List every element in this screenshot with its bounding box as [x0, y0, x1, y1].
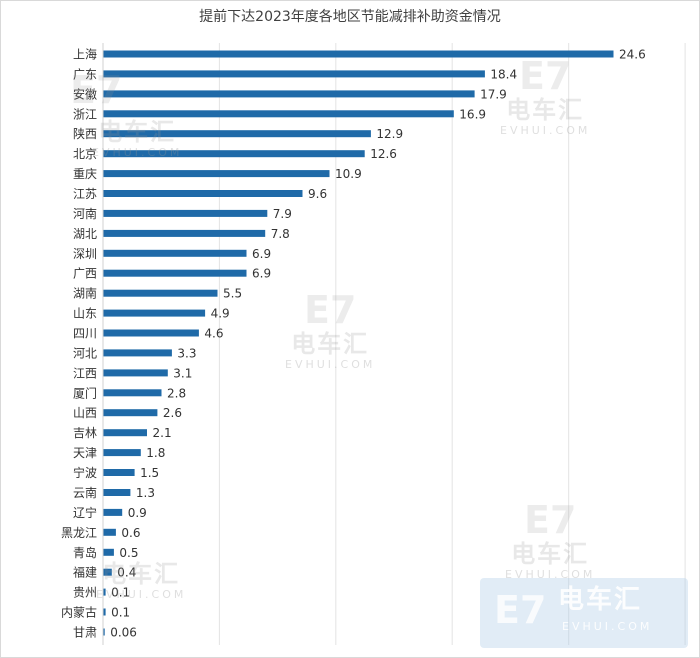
category-label: 广西: [73, 267, 97, 281]
category-label: 辽宁: [73, 505, 97, 520]
bar: [103, 489, 131, 496]
bar: [103, 289, 218, 297]
data-label: 2.6: [163, 406, 182, 420]
data-label: 0.4: [117, 566, 136, 580]
data-label: 7.9: [273, 207, 292, 221]
data-label: 0.06: [110, 626, 137, 640]
watermark-name: 电车汇: [558, 585, 643, 615]
data-label: 17.9: [480, 87, 507, 101]
category-label: 陕西: [73, 126, 97, 141]
data-label: 0.1: [111, 606, 130, 620]
category-label: 贵州: [73, 586, 97, 600]
data-label: 0.6: [121, 526, 140, 540]
bar: [103, 329, 199, 337]
bar: [103, 269, 247, 277]
data-label: 0.9: [128, 506, 147, 520]
watermark-logo-icon: E7: [494, 588, 547, 632]
data-label: 1.8: [146, 446, 165, 460]
bar: [103, 628, 105, 636]
category-label: 广东: [73, 67, 97, 81]
bar: [103, 548, 114, 556]
data-label: 5.5: [223, 287, 242, 301]
data-label: 1.5: [140, 466, 159, 480]
bar: [103, 249, 247, 257]
category-label: 厦门: [73, 385, 97, 400]
data-label: 4.9: [211, 307, 230, 321]
category-label: 河南: [73, 206, 97, 221]
watermark-domain: EVHUI.COM: [562, 620, 653, 633]
category-label: 安徽: [73, 86, 97, 101]
bar: [103, 209, 268, 217]
chart-title: 提前下达2023年度各地区节能减排补助资金情况: [199, 9, 501, 25]
data-label: 1.3: [136, 486, 155, 500]
category-label: 福建: [73, 565, 97, 580]
bar: [103, 229, 266, 237]
bar: [103, 309, 206, 317]
category-label: 内蒙古: [61, 605, 97, 620]
bar: [103, 110, 454, 118]
bar: [103, 150, 365, 158]
data-label: 24.6: [619, 48, 646, 62]
data-label: 6.9: [252, 267, 271, 281]
category-label: 云南: [73, 485, 97, 500]
bar: [103, 170, 330, 178]
category-label: 天津: [73, 446, 97, 460]
category-label: 四川: [73, 327, 97, 341]
bar: [103, 449, 141, 457]
bars: 上海 24.6 广东 18.4 安徽 17.9 浙江 16.9 陕西 12.9 北京 12.6 重庆 10…: [61, 47, 646, 640]
data-label: 0.1: [111, 586, 130, 600]
bar: [103, 568, 112, 576]
category-label: 甘肃: [73, 626, 97, 640]
data-label: 12.9: [376, 127, 403, 141]
data-label: 2.1: [153, 426, 172, 440]
data-label: 9.6: [308, 187, 327, 201]
bar: [103, 190, 303, 197]
category-label: 上海: [73, 47, 97, 62]
watermark-badge: E7 电车汇 EVHUI.COM: [480, 578, 688, 648]
data-label: 3.1: [173, 366, 192, 380]
category-label: 河北: [73, 346, 97, 360]
data-label: 18.4: [490, 67, 517, 81]
data-label: 6.9: [252, 247, 271, 261]
category-label: 浙江: [73, 107, 97, 121]
category-label: 黑龙江: [61, 526, 97, 540]
category-label: 宁波: [73, 465, 97, 480]
bar: [103, 409, 158, 417]
data-label: 2.8: [167, 386, 186, 400]
category-label: 湖南: [73, 286, 97, 301]
bar: [103, 369, 168, 377]
data-label: 4.6: [204, 327, 223, 341]
data-label: 16.9: [459, 107, 486, 121]
category-label: 吉林: [73, 426, 97, 440]
data-label: 7.8: [271, 227, 290, 241]
category-label: 江西: [73, 366, 97, 380]
data-label: 0.5: [119, 546, 138, 560]
bar: [103, 90, 475, 98]
category-label: 深圳: [73, 247, 97, 261]
bar: [103, 528, 116, 536]
category-label: 青岛: [73, 545, 97, 560]
data-label: 12.6: [370, 147, 397, 161]
category-label: 山西: [73, 406, 97, 420]
data-label: 3.3: [177, 346, 196, 360]
bar: [103, 70, 485, 78]
bar: [103, 588, 106, 596]
bar: [103, 508, 123, 516]
bar: [103, 389, 162, 397]
data-label: 10.9: [335, 167, 362, 181]
bar: [103, 130, 371, 138]
category-label: 北京: [73, 147, 97, 161]
category-label: 山东: [73, 307, 97, 321]
category-label: 湖北: [73, 226, 97, 241]
gridlines: [102, 43, 686, 645]
category-label: 重庆: [73, 167, 97, 181]
bar: [103, 469, 135, 476]
bar: [103, 429, 147, 437]
category-label: 江苏: [73, 187, 97, 201]
bar: [103, 608, 106, 616]
bar: [103, 349, 172, 357]
bar: [103, 50, 614, 58]
